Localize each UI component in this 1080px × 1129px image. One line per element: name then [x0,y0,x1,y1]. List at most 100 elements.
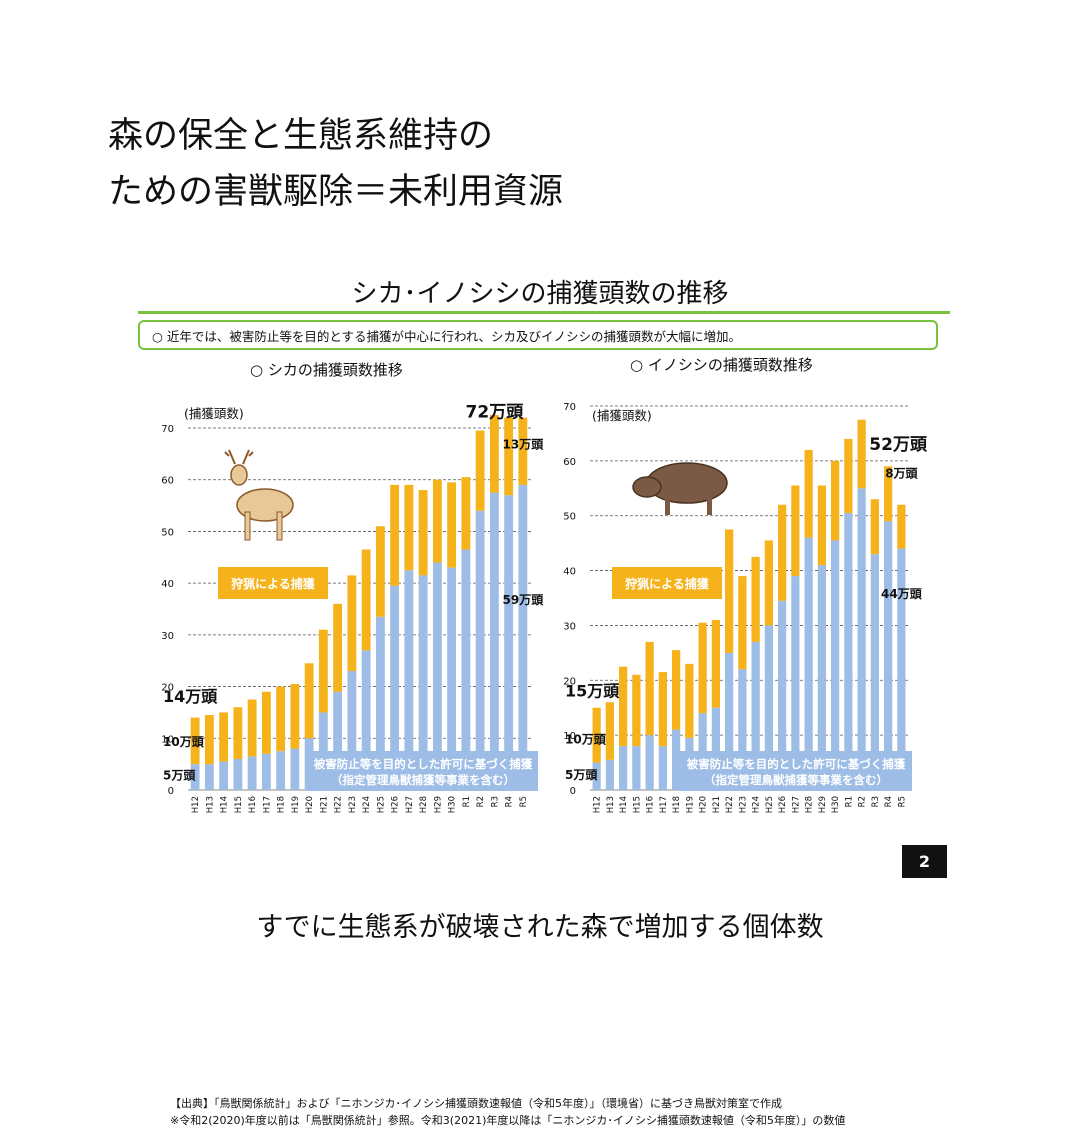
bar-hunting [619,666,628,747]
bar-hunting [778,504,787,601]
x-tick-label: R2 [858,796,868,807]
legend-control-sublabel: （指定管理鳥獣捕獲等事業を含む） [331,773,515,787]
x-tick-label: H22 [334,796,344,813]
bar-control [804,537,813,790]
x-tick-label: R1 [844,796,854,807]
bar-control [605,759,614,790]
bar-hunting [672,650,681,730]
bar-control [461,549,471,790]
bar-hunting [461,477,471,550]
bar-control [261,753,271,790]
bar-control [432,562,442,790]
data-label: 5万頭 [565,768,598,782]
legend-control-label: 被害防止等を目的とした許可に基づく捕獲 [687,757,906,771]
bar-control [489,492,499,790]
bar-control [347,671,357,790]
bar-hunting [738,576,747,670]
bar-control [375,616,385,790]
chart-title: ○ シカの捕獲頭数推移 [250,361,403,379]
bar-hunting [219,712,229,762]
bar-hunting [685,663,694,738]
y-tick-label: 20 [161,683,174,694]
deer-leg [244,511,251,541]
bar-hunting [764,540,773,626]
x-tick-label: R5 [897,796,907,807]
x-tick-label: H21 [712,796,722,813]
data-label: 14万頭 [163,687,218,706]
y-tick-label: 50 [161,527,174,538]
data-label: 15万頭 [565,682,620,701]
bar-hunting [725,529,734,653]
x-tick-label: H14 [220,796,230,813]
bar-control [404,570,414,790]
bar-hunting [390,484,400,586]
footnote-source: 【出典】「鳥獣関係統計」および「ニホンジカ･イノシシ捕獲頭数速報値（令和5年度）… [170,1097,782,1110]
x-tick-label: R2 [476,796,486,807]
legend-control-box [308,751,538,791]
x-tick-label: H19 [291,796,301,813]
bar-control [870,554,879,790]
bar-control [725,652,734,790]
data-label: 13万頭 [503,438,545,452]
x-tick-label: H17 [262,796,272,813]
x-tick-label: H30 [831,796,841,813]
page-number: 2 [902,845,947,878]
x-tick-label: H20 [305,796,315,813]
x-tick-label: H21 [319,796,329,813]
bar-hunting [489,415,499,493]
bar-hunting [518,417,528,485]
x-tick-label: H24 [362,796,372,813]
bar-hunting [884,466,893,522]
data-label: 52万頭 [869,435,928,455]
bar-hunting [592,707,601,763]
bar-hunting [233,707,243,759]
slide-title: シカ･イノシシの捕獲頭数の推移 [351,279,729,309]
x-tick-label: R3 [490,796,500,807]
boar-leg [707,497,712,515]
boar-icon [632,462,728,515]
x-tick-label: H30 [448,796,458,813]
x-tick-label: H29 [818,796,828,813]
x-tick-label: H14 [619,796,629,813]
bar-hunting [698,622,707,714]
bar-control [518,484,528,790]
bar-control [247,756,257,790]
slide-image: シカ･イノシシの捕獲頭数の推移 ○ 近年では、被害防止等を目的とする捕獲が中心に… [130,265,950,1127]
x-tick-label: H18 [672,796,682,813]
bar-hunting [304,663,314,739]
bar-control [418,575,428,790]
y-tick-label: 10 [563,731,576,742]
bar-control [361,650,371,790]
headline-line-1: 森の保全と生態系維持の [108,116,494,156]
bar-control [447,567,457,790]
bar-control [475,510,485,790]
x-tick-label: H13 [205,796,215,813]
x-tick-label: H12 [191,796,201,813]
y-tick-label: 10 [161,734,174,745]
bar-control [204,764,214,790]
bar-control [390,585,400,790]
bar-hunting [817,485,826,566]
x-tick-label: H25 [376,796,386,813]
bar-hunting [844,438,853,513]
bar-control [333,691,343,790]
chart-title: ○ イノシシの捕獲頭数推移 [630,356,813,374]
y-tick-label: 70 [161,424,174,435]
bar-hunting [361,549,371,651]
x-tick-label: R1 [462,796,472,807]
data-label: 10万頭 [163,735,205,749]
legend-hunting-box [218,567,328,599]
x-tick-label: H25 [765,796,775,813]
y-tick-label: 60 [563,457,576,468]
x-tick-label: H28 [419,796,429,813]
bar-control [645,735,654,790]
bar-control [619,746,628,790]
bar-hunting [375,526,385,617]
x-tick-label: H16 [646,796,656,813]
bar-control [751,641,760,790]
y-tick-label: 50 [563,512,576,523]
x-tick-label: H24 [752,796,762,813]
bar-hunting [632,674,641,747]
bar-control [658,746,667,790]
y-tick-label: 40 [563,567,576,578]
